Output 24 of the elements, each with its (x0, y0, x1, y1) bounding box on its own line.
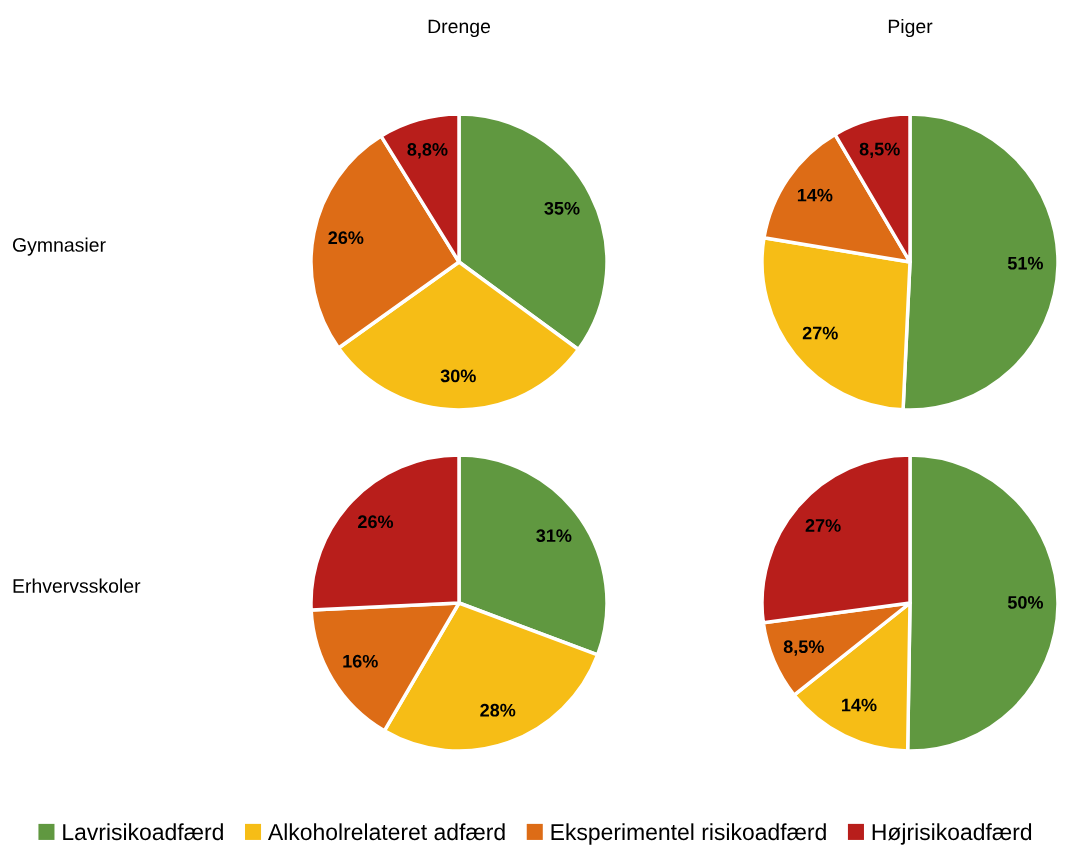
data-label: 28% (480, 703, 516, 717)
data-label: 8,5% (783, 640, 824, 656)
data-label: 16% (343, 654, 378, 668)
data-label: 8,8% (407, 143, 448, 159)
chart-title: Piger (888, 18, 933, 38)
legend-label: Højrisikoadfærd (872, 823, 1032, 845)
data-label: 30% (440, 369, 476, 383)
text: Erhvervsskoler (13, 578, 141, 593)
data-label: 26% (358, 515, 394, 529)
legend-label: Lavrisikoadfærd (63, 823, 223, 841)
chart-title: Drenge (428, 19, 491, 38)
text: Gymnasier (12, 237, 106, 256)
legend-label: Alkoholrelateret adfærd (267, 823, 505, 841)
data-label: 27% (805, 519, 841, 532)
data-label: 35% (544, 201, 580, 215)
data-label: 8,5% (859, 142, 900, 159)
data-label: 31% (536, 529, 572, 543)
data-label: 26% (328, 231, 364, 245)
data-label: 50% (1007, 595, 1044, 609)
data-label: 27% (802, 326, 838, 340)
data-label: 14% (842, 698, 877, 712)
legend-label: Eksperimentel risikoadfærd (551, 823, 826, 845)
data-label: 14% (797, 188, 833, 202)
data-label: 51% (1007, 256, 1043, 270)
